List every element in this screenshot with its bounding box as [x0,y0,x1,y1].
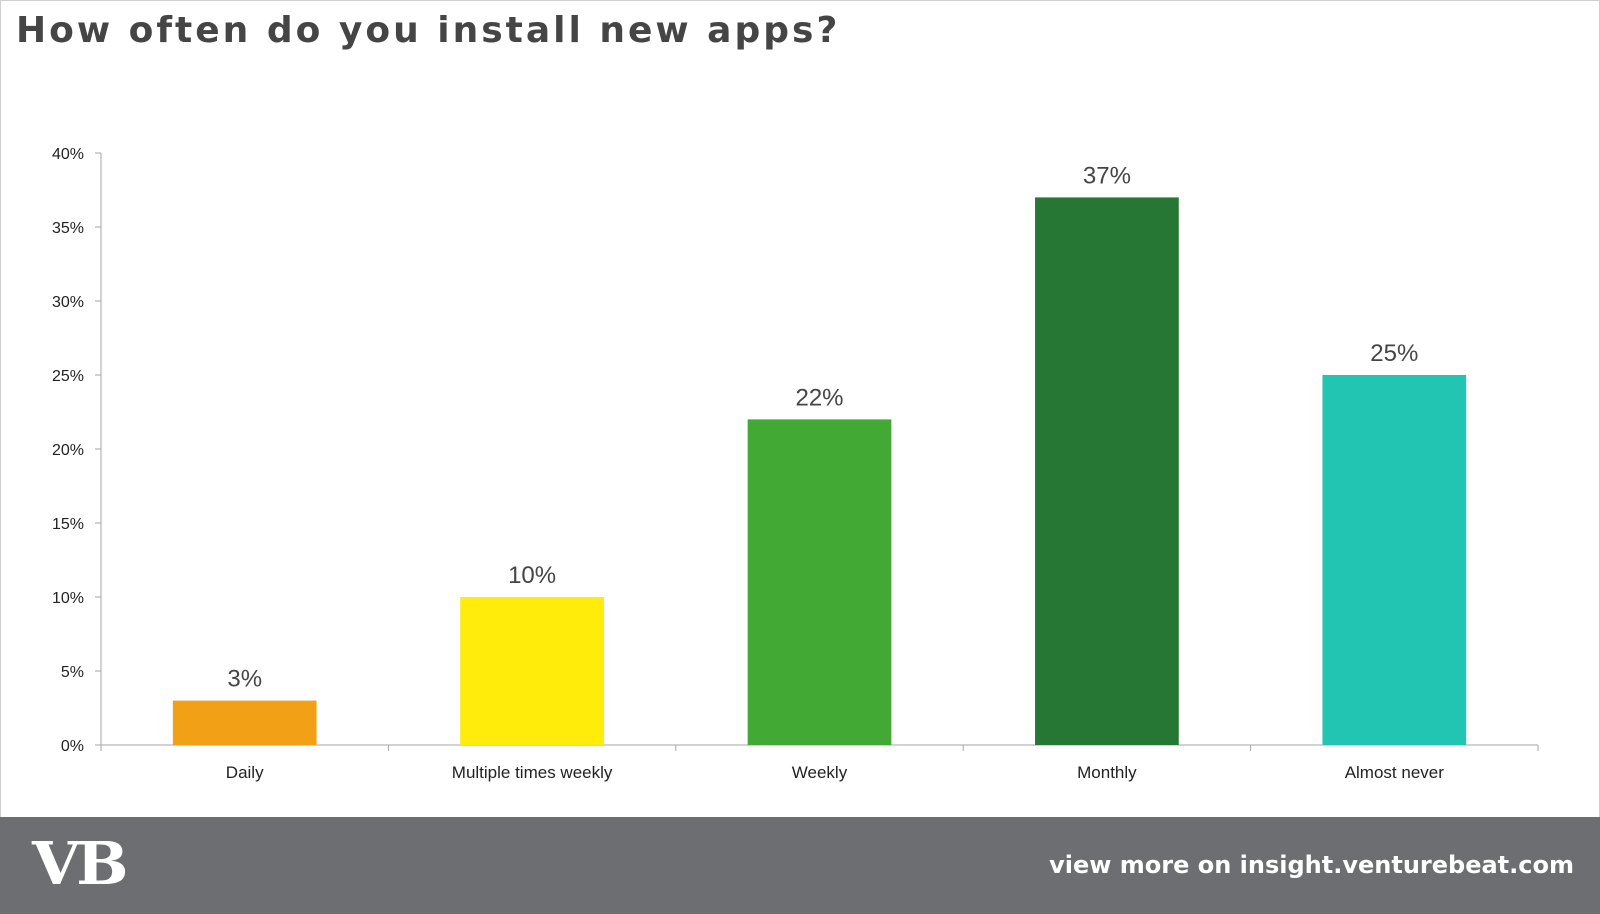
x-tick-label: Weekly [792,763,848,782]
x-tick-label: Almost never [1345,763,1445,782]
data-label: 10% [508,562,556,589]
data-label: 3% [227,666,262,693]
y-tick-label: 35% [52,220,84,237]
data-label: 37% [1083,162,1131,189]
chart-title: How often do you install new apps? [16,10,841,51]
y-tick-label: 5% [61,664,84,681]
bar-daily [172,700,317,745]
bar-monthly [1035,197,1179,745]
y-tick-label: 25% [52,368,84,385]
y-tick-label: 15% [52,516,84,533]
y-tick-label: 20% [52,442,84,459]
x-tick-label: Daily [226,763,264,782]
bar-weekly [747,419,892,745]
data-label: 25% [1370,340,1418,367]
insight-link[interactable]: view more on insight.venturebeat.com [1049,851,1574,879]
y-tick-label: 40% [52,146,84,163]
y-tick-label: 0% [61,738,84,755]
data-label: 22% [795,384,843,411]
x-tick-label: Multiple times weekly [452,763,613,782]
bar-multiple-times-weekly [460,597,604,745]
bar-almost-never [1322,375,1467,745]
y-tick-label: 10% [52,590,84,607]
footer-bar: VB view more on insight.venturebeat.com [0,817,1600,914]
x-tick-label: Monthly [1077,763,1137,782]
venturebeat-logo[interactable]: VB [32,828,128,899]
bar-chart: 0% 5% 10% 15% 20% 25% 30% 35% 40% 3% Daily 10% Multi… [52,146,1539,782]
y-tick-label: 30% [52,294,84,311]
